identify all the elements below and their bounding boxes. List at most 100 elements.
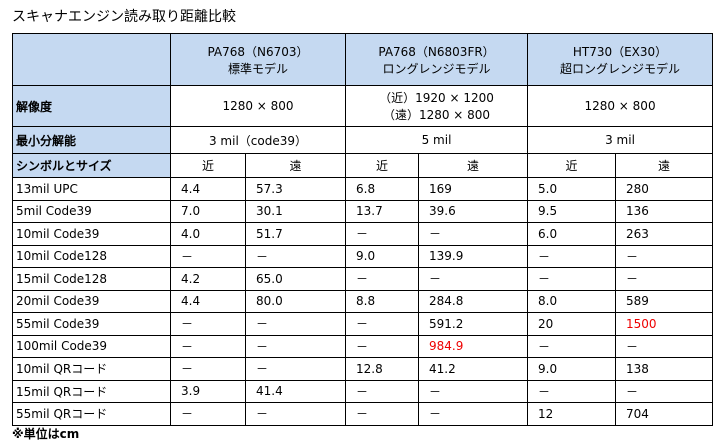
row-label: 10mil QRコード [12,357,171,381]
near-header: 近 [527,153,617,178]
cell: 4.0 [170,222,246,246]
cell: 8.8 [345,289,420,313]
model-header: PA768（N6803FR） ロングレンジモデル [345,33,529,86]
row-label: 最小分解能 [12,126,171,154]
cell: 1280 × 800 [527,85,714,127]
cell: － [615,267,714,291]
cell: － [170,334,246,358]
cell: － [418,267,529,291]
cell: 704 [615,402,714,426]
cell: 9.0 [345,244,420,268]
cell: 51.7 [244,222,347,246]
cell: 57.3 [244,177,347,201]
cell: － [345,379,420,403]
cell: － [527,244,617,268]
table-row: 5mil Code39 7.0 30.1 13.7 39.6 9.5 136 [12,199,714,223]
table-row: 55mil Code39 －－－ 591.2 20 1500 [12,312,714,336]
cell: 1280 × 800 [169,85,347,127]
corner-cell [12,33,171,86]
cell: 41.4 [244,379,347,403]
cell: － [527,379,617,403]
table-row: 10mil QRコード－－ 12.8 41.2 9.0 138 [12,357,714,381]
row-label: 10mil Code39 [12,222,171,246]
comparison-table: PA768（N6703） 標準モデル PA768（N6803FR） ロングレンジモデ… [12,33,714,426]
cell: 12 [527,402,617,426]
cell: 136 [615,199,714,223]
cell: 12.8 [345,357,420,381]
cell: － [615,334,714,358]
cell: － [345,222,420,246]
cell: 6.8 [345,177,420,201]
cell: － [418,402,529,426]
cell: 65.0 [244,267,347,291]
cell: 138 [615,357,714,381]
model-sub: 超ロングレンジモデル [560,61,681,76]
cell: 3 mil（code39） [169,126,347,154]
cell: 4.4 [170,289,246,313]
row-label: 15mil Code128 [12,267,171,291]
cell: 169 [418,177,529,201]
cell-text: 1280 × 800 [584,99,656,113]
near-header: 近 [170,153,246,178]
cell: 7.0 [170,199,246,223]
cell: 30.1 [244,199,347,223]
cell: 5.0 [527,177,617,201]
row-label: 55mil QRコード [12,402,171,426]
cell: － [244,334,347,358]
cell: 1500 [615,312,714,336]
cell: 80.0 [244,289,347,313]
cell: － [244,357,347,381]
table-row: 55mil QRコード－－－－ 12 704 [12,402,714,426]
row-label: 15mil QRコード [12,379,171,403]
cell: － [244,402,347,426]
cell: 3.9 [170,379,246,403]
row-label: 20mil Code39 [12,289,171,313]
cell: － [244,244,347,268]
cell: － [527,267,617,291]
model-header: PA768（N6703） 標準モデル [169,33,347,86]
cell: 5 mil [345,126,529,154]
cell: 984.9 [418,334,529,358]
model-name: PA768（N6703） [207,44,309,59]
model-sub: ロングレンジモデル [382,61,491,76]
cell: － [527,334,617,358]
table-row: 13mil UPC 4.4 57.3 6.8 169 5.0 280 [12,177,714,201]
cell: － [418,222,529,246]
cell: 4.2 [170,267,246,291]
cell: － [615,244,714,268]
table-row: 10mil Code39 4.0 51.7 －－ 6.0 263 [12,222,714,246]
cell: 8.0 [527,289,617,313]
model-header: HT730（EX30） 超ロングレンジモデル [527,33,714,86]
table-row: 10mil Code128 －－ 9.0 139.9 －－ [12,244,714,268]
cell: － [345,402,420,426]
row-label: 100mil Code39 [12,334,171,358]
cell: － [615,379,714,403]
far-header: 遠 [244,153,347,178]
cell: 284.8 [418,289,529,313]
cell: 41.2 [418,357,529,381]
row-label: 5mil Code39 [12,199,171,223]
model-name: HT730（EX30） [572,44,668,59]
row-label: 解像度 [12,85,171,127]
cell: 4.4 [170,177,246,201]
cell: 263 [615,222,714,246]
cell: 3 mil [527,126,714,154]
model-name: PA768（N6803FR） [378,44,495,59]
table-row: 100mil Code39 －－－ 984.9 －－ [12,334,714,358]
cell: 20 [527,312,617,336]
cell: 9.5 [527,199,617,223]
cell: （近）1920 × 1200 （遠）1280 × 800 [345,85,529,127]
cell: 589 [615,289,714,313]
cell: － [345,312,420,336]
cell: 39.6 [418,199,529,223]
model-sub: 標準モデル [228,61,289,76]
cell: 13.7 [345,199,420,223]
cell-text: 1280 × 800 [222,99,294,113]
far-header: 遠 [615,153,714,178]
far-header: 遠 [418,153,529,178]
cell: 280 [615,177,714,201]
cell: － [170,402,246,426]
cell: 9.0 [527,357,617,381]
table-row: 15mil QRコード 3.9 41.4 －－－－ [12,379,714,403]
